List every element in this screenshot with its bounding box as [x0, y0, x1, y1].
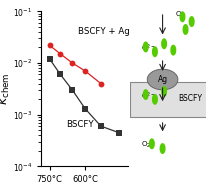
Text: O$^{2-}$: O$^{2-}$ — [140, 43, 155, 54]
Text: BSCFY + Ag: BSCFY + Ag — [77, 27, 129, 36]
Text: O$^{2-}$: O$^{2-}$ — [140, 91, 155, 102]
Y-axis label: $k_{\mathrm{chem}}$: $k_{\mathrm{chem}}$ — [0, 73, 12, 105]
Circle shape — [170, 45, 175, 55]
Circle shape — [179, 12, 184, 22]
Text: BSCFY: BSCFY — [177, 94, 201, 103]
Circle shape — [159, 144, 164, 153]
Text: O$_2$: O$_2$ — [174, 10, 184, 20]
Circle shape — [188, 17, 193, 26]
Text: O$_2$: O$_2$ — [140, 140, 151, 150]
Circle shape — [149, 139, 153, 149]
Circle shape — [161, 39, 166, 49]
Circle shape — [143, 42, 147, 52]
Circle shape — [152, 47, 157, 57]
Circle shape — [161, 87, 166, 96]
Text: BSCFY: BSCFY — [66, 120, 93, 129]
Ellipse shape — [146, 69, 177, 90]
Bar — [130, 82, 206, 117]
Circle shape — [143, 90, 147, 99]
Circle shape — [182, 25, 187, 34]
Circle shape — [152, 94, 157, 104]
Text: Ag: Ag — [157, 75, 167, 84]
